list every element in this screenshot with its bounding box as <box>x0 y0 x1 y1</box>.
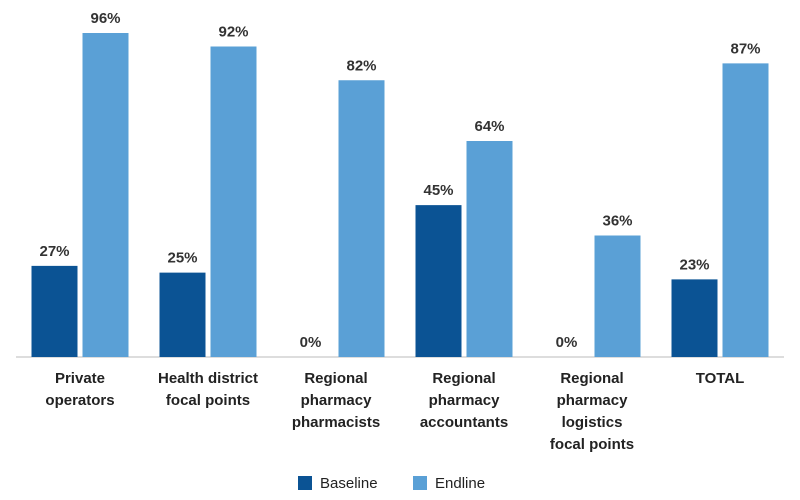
value-label: 36% <box>602 213 632 230</box>
legend-label: Endline <box>435 475 485 492</box>
value-label: 92% <box>218 24 248 41</box>
bar <box>159 272 206 357</box>
value-label: 87% <box>730 40 760 57</box>
bar <box>338 80 385 357</box>
legend-swatch <box>413 476 427 490</box>
x-tick-label: Regional pharmacy logistics focal points <box>549 370 635 453</box>
value-label: 82% <box>346 57 376 74</box>
x-tick-label: TOTAL <box>695 370 745 387</box>
value-label: 25% <box>167 250 197 267</box>
value-label: 0% <box>556 334 578 351</box>
bar <box>415 205 462 357</box>
bar <box>671 279 718 357</box>
bar <box>466 141 513 357</box>
x-tick-label: Health district focal points <box>157 370 259 409</box>
bar <box>82 33 129 357</box>
x-tick-label: Regional pharmacy pharmacists <box>291 370 381 431</box>
bar <box>594 235 641 357</box>
value-label: 64% <box>474 118 504 135</box>
bar <box>210 46 257 357</box>
bar <box>31 265 78 357</box>
value-label: 0% <box>300 334 322 351</box>
value-label: 23% <box>679 256 709 273</box>
x-tick-label: Private operators <box>45 370 115 409</box>
x-tick-label: Regional pharmacy accountants <box>419 370 509 431</box>
value-label: 27% <box>39 243 69 260</box>
legend-label: Baseline <box>320 475 378 492</box>
bar <box>722 63 769 357</box>
value-label: 45% <box>423 182 453 199</box>
value-label: 96% <box>90 10 120 27</box>
legend-swatch <box>298 476 312 490</box>
